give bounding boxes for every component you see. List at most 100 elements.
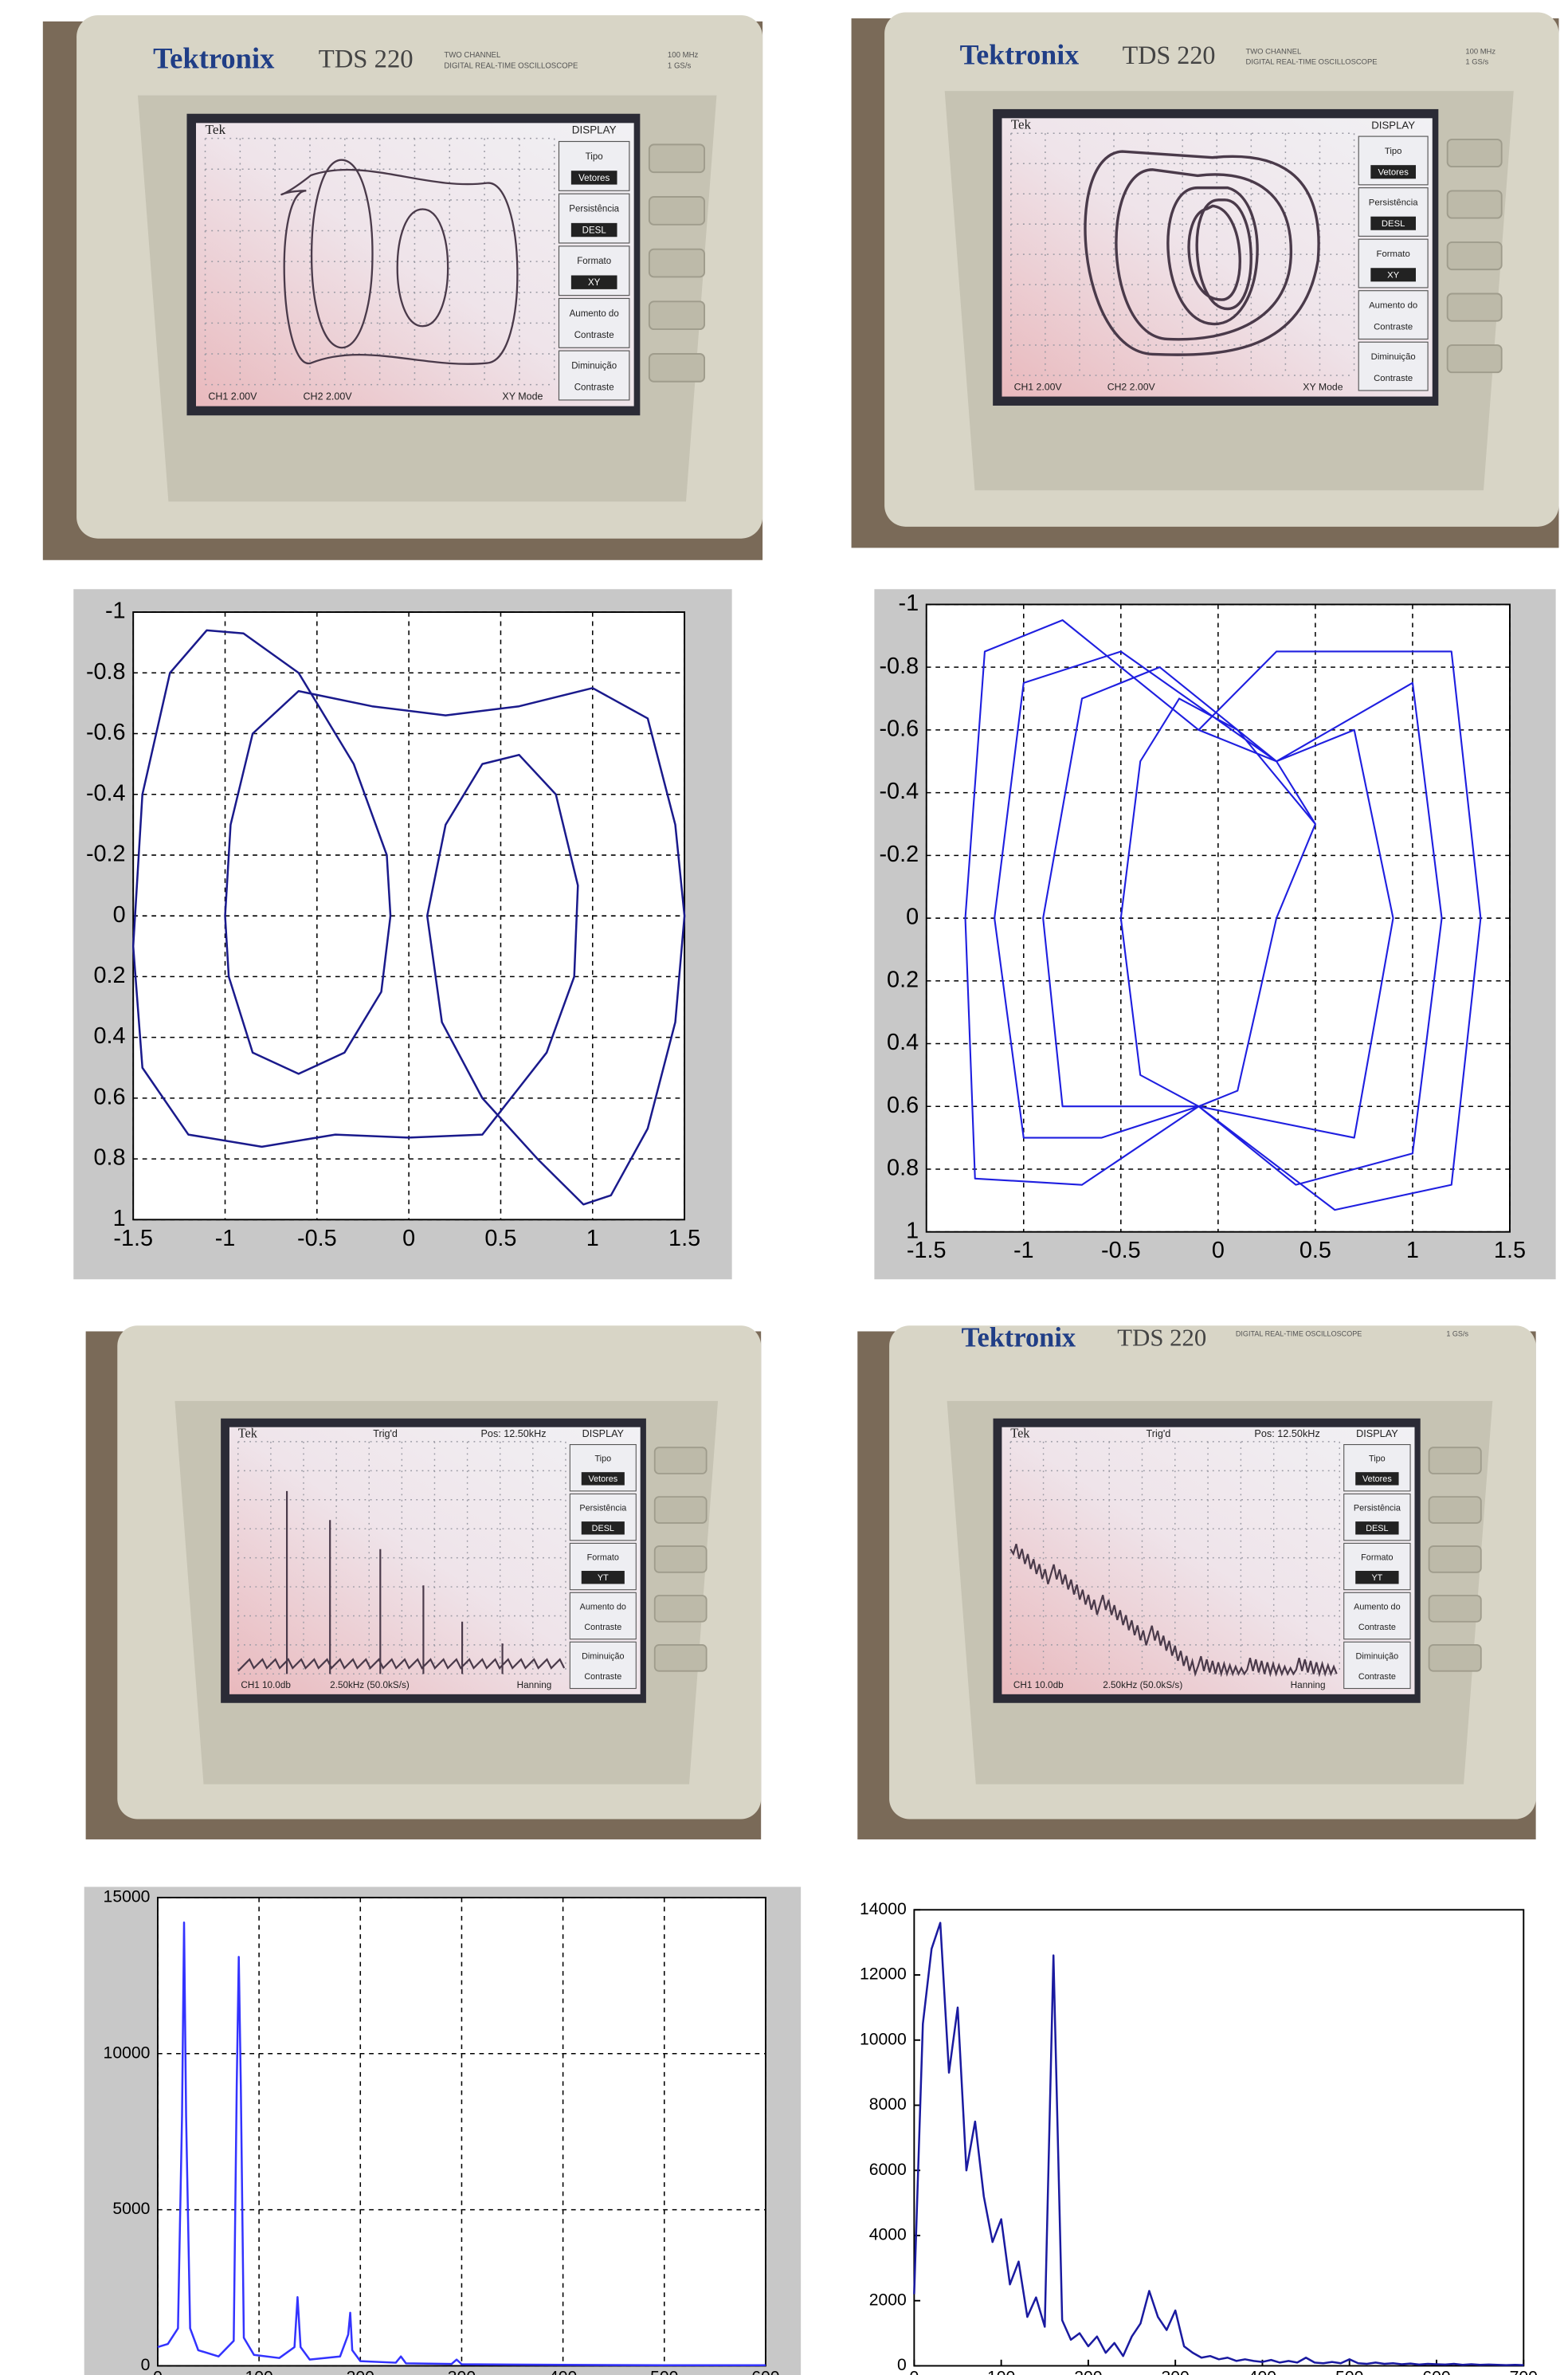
model-subtitle: DIGITAL REAL-TIME OSCILLOSCOPE <box>1236 1330 1362 1338</box>
y-tick-label: 0.4 <box>887 1030 919 1055</box>
x-tick-label: -0.5 <box>297 1226 337 1251</box>
y-tick-label: 0.8 <box>94 1145 126 1171</box>
y-tick-label: 0 <box>897 2356 907 2374</box>
model-subtitle: TWO CHANNEL <box>444 51 501 60</box>
y-tick-label: 12000 <box>860 1965 907 1984</box>
spec: 100 MHz <box>1465 47 1495 56</box>
model: TDS 220 <box>1123 41 1216 69</box>
menu-item: Persistência <box>579 1504 627 1513</box>
menu-item: Diminuição <box>1356 1651 1399 1661</box>
menu-item: Vetores <box>1362 1474 1392 1484</box>
menu-title: DISPLAY <box>1371 119 1415 131</box>
x-tick-label: 600 <box>751 2368 779 2375</box>
y-tick-label: 0.4 <box>94 1023 126 1049</box>
side-button <box>649 197 704 225</box>
y-tick-label: -0.6 <box>879 716 919 742</box>
menu-item: DESL <box>582 226 607 236</box>
side-button <box>655 1497 707 1523</box>
model: TDS 220 <box>319 45 414 74</box>
model-subtitle: DIGITAL REAL-TIME OSCILLOSCOPE <box>444 61 578 70</box>
y-tick-label: 0.2 <box>94 963 126 988</box>
menu-item: Tipo <box>1385 147 1402 156</box>
spec: 1 GS/s <box>668 61 692 70</box>
x-tick-label: 500 <box>1335 2368 1363 2375</box>
status-text: 2.50kHz (50.0kS/s) <box>1103 1679 1182 1690</box>
model: TDS 220 <box>1117 1323 1206 1351</box>
x-tick-label: -1 <box>1013 1238 1034 1263</box>
status-text: XY Mode <box>1303 381 1343 392</box>
side-button <box>655 1596 707 1622</box>
y-tick-label: 15000 <box>104 1888 151 1906</box>
chart: 0200040006000800010000120001400001002003… <box>853 1894 1537 2375</box>
x-tick-label: 100 <box>245 2368 272 2375</box>
status-text: CH1 2.00V <box>208 391 257 402</box>
position: Pos: 12.50kHz <box>1254 1427 1319 1439</box>
menu-item: Formato <box>577 257 611 266</box>
x-tick-label: -1.5 <box>907 1238 947 1263</box>
status-text: CH1 10.0db <box>1013 1679 1064 1690</box>
menu-item: Formato <box>587 1553 619 1562</box>
menu-item: Persistência <box>569 205 619 214</box>
x-tick-label: 400 <box>1249 2368 1276 2375</box>
menu-box <box>1358 291 1428 340</box>
menu-item: DESL <box>1382 219 1405 229</box>
screen-label: Tek <box>206 122 226 137</box>
menu-item: Contraste <box>574 331 614 340</box>
y-tick-label: 4000 <box>869 2226 907 2244</box>
x-tick-label: 0 <box>153 2368 163 2375</box>
x-tick-label: 300 <box>1162 2368 1190 2375</box>
trigger-status: Trig'd <box>1147 1427 1171 1439</box>
y-tick-label: -0.2 <box>879 842 919 867</box>
x-tick-label: -1 <box>215 1226 236 1251</box>
side-button <box>1429 1497 1481 1523</box>
menu-title: DISPLAY <box>582 1428 625 1439</box>
menu-item: Tipo <box>594 1454 611 1464</box>
x-tick-label: 1 <box>1406 1238 1419 1263</box>
chart: 0500010000150000100200300400500600 <box>84 1886 801 2375</box>
status-text: XY Mode <box>502 391 543 402</box>
x-tick-label: 400 <box>549 2368 577 2375</box>
y-tick-label: -0.8 <box>879 654 919 679</box>
menu-item: Aumento do <box>580 1602 626 1611</box>
x-tick-label: -0.5 <box>1101 1238 1141 1263</box>
menu-item: Contraste <box>574 383 614 393</box>
side-button <box>1448 190 1502 218</box>
status-text: Hanning <box>517 1680 552 1690</box>
y-tick-label: 0.6 <box>94 1084 126 1109</box>
menu-title: DISPLAY <box>1356 1427 1398 1439</box>
y-tick-label: -0.2 <box>86 842 126 867</box>
spec: 100 MHz <box>668 51 699 60</box>
x-tick-label: -1.5 <box>113 1226 153 1251</box>
side-button <box>1448 294 1502 321</box>
menu-item: Aumento do <box>1369 301 1417 311</box>
side-button <box>1448 345 1502 372</box>
x-tick-label: 0 <box>909 2368 919 2375</box>
side-button <box>1429 1645 1481 1671</box>
x-tick-label: 500 <box>650 2368 678 2375</box>
oscilloscope-photo: TektronixTDS 220TWO CHANNELDIGITAL REAL-… <box>852 12 1559 548</box>
x-tick-label: 700 <box>1510 2368 1538 2375</box>
menu-item: Aumento do <box>1354 1602 1400 1611</box>
side-button <box>655 1447 707 1474</box>
side-button <box>1429 1447 1481 1474</box>
chart: -1-0.8-0.6-0.4-0.200.20.40.60.81-1.5-1-0… <box>874 589 1555 1279</box>
menu-item: Diminuição <box>582 1651 624 1661</box>
status-text: CH1 10.0db <box>241 1680 291 1690</box>
x-tick-label: 1.5 <box>668 1226 700 1251</box>
side-button <box>649 301 704 329</box>
y-tick-label: 0 <box>113 902 126 928</box>
x-tick-label: 600 <box>1422 2368 1450 2375</box>
plot-area <box>914 1910 1523 2365</box>
screen-label: Tek <box>238 1426 258 1441</box>
menu-box <box>559 298 629 347</box>
status-text: CH1 2.00V <box>1014 381 1063 392</box>
x-tick-label: 0 <box>402 1226 415 1251</box>
y-tick-label: -1 <box>105 599 126 624</box>
side-button <box>655 1546 707 1572</box>
status-text: 2.50kHz (50.0kS/s) <box>330 1680 410 1690</box>
y-tick-label: 2000 <box>869 2291 907 2309</box>
oscilloscope-photo: TekTrig'dPos: 12.50kHzDISPLAYTipoVetores… <box>86 1325 762 1839</box>
x-tick-label: 100 <box>987 2368 1015 2375</box>
menu-box <box>559 351 629 400</box>
